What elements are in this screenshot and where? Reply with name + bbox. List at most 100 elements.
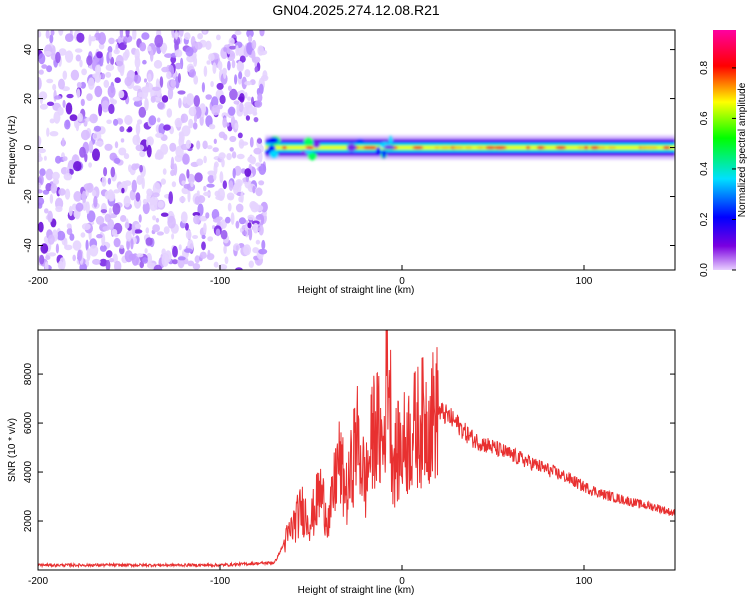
noise-blob [253,117,259,123]
noise-blob [194,255,200,264]
noise-blob [226,153,232,161]
noise-blob [242,230,247,236]
noise-blob [100,209,108,214]
noise-blob [184,32,191,40]
noise-blob [113,237,121,248]
noise-blob [197,33,204,40]
snr-series-line [38,330,675,569]
noise-blob [239,93,245,103]
noise-blob [132,134,141,146]
noise-blob [123,34,133,43]
noise-blob [115,54,124,67]
noise-blob [169,142,177,152]
noise-blob [68,205,73,217]
band-peak [363,146,372,150]
noise-blob [218,152,226,160]
noise-blob [55,205,63,213]
noise-blob [137,92,144,98]
noise-blob [179,30,184,37]
band-peak [662,146,671,150]
noise-blob [262,70,268,80]
noise-blob [246,30,254,38]
noise-blob [58,188,66,196]
band-peak [590,146,599,150]
noise-blob [98,43,105,50]
noise-blob [41,64,48,69]
noise-blob [108,207,112,216]
noise-blob [58,30,64,36]
noise-blob [203,65,208,77]
noise-blob [46,101,55,107]
colorbar-tick-label: 0.0 [699,263,710,277]
band-blob [388,135,393,145]
colorbar-tick-label: 0.4 [699,162,710,176]
noise-blob [38,53,46,65]
noise-blob [49,193,54,204]
noise-blob [62,156,68,162]
noise-blob [65,33,74,42]
noise-blob [242,106,249,116]
noise-blob [49,118,55,124]
noise-blob [239,141,249,146]
noise-blob [187,173,195,184]
noise-blob [79,59,83,68]
noise-blob [73,161,82,172]
bottom-y-tick-label: 6000 [23,412,34,435]
noise-blob [66,223,72,229]
noise-blob [133,85,139,92]
noise-blob [127,126,133,132]
noise-blob [108,51,112,60]
noise-blob [108,37,115,45]
noise-blob [125,230,132,242]
noise-blob [119,126,125,133]
noise-blob [55,155,62,164]
band-blob [313,141,320,148]
colorbar-tick-label: 0.8 [699,61,710,75]
noise-blob [192,212,201,217]
noise-blob [156,231,164,236]
noise-blob [237,132,243,139]
noise-blob [107,46,113,54]
noise-blob [152,192,160,198]
noise-blob [177,73,181,83]
noise-blob [247,214,255,221]
noise-blob [109,191,116,202]
noise-blob [255,239,261,245]
top-x-axis: -200 -100 0 100 [28,265,593,287]
noise-blob [88,162,92,168]
noise-blob [79,146,86,158]
band-peak [555,146,567,150]
noise-blob [238,102,244,113]
noise-blob [69,114,78,122]
noise-blob [254,204,264,212]
bottom-y-axis: 2000 4000 6000 8000 [23,363,675,532]
noise-blob [183,183,191,189]
noise-blob [38,69,44,75]
top-y-tick-label: 0 [23,144,34,150]
band-blob [383,145,395,150]
noise-blob [104,143,113,151]
band-blob [269,150,279,159]
noise-blob [81,190,87,203]
noise-blob [161,66,170,73]
noise-blob [142,201,150,215]
noise-blob [172,245,178,258]
band-blob [307,152,318,161]
noise-blob [216,34,221,41]
band-peak [495,146,507,150]
noise-blob [135,144,145,152]
noise-blob [134,55,141,69]
noise-blob [185,230,192,240]
noise-blob [80,129,90,141]
noise-blob [160,178,166,185]
noise-blob [258,180,265,186]
band-peak [282,146,287,150]
noise-blob [147,262,156,269]
noise-blob [239,55,246,63]
noise-blob [248,260,254,268]
noise-blob [233,100,240,105]
noise-blob [180,113,189,123]
noise-blob [107,219,115,230]
noise-blob [212,147,219,153]
